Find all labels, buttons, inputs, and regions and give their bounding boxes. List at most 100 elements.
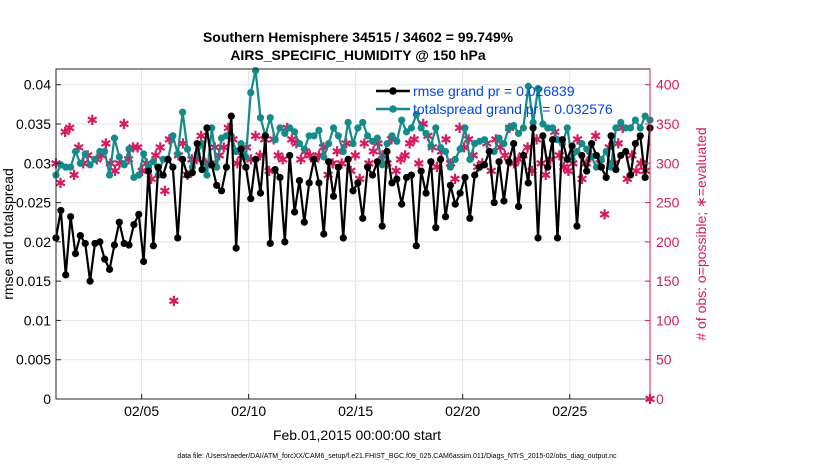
totalspread-point (300, 145, 308, 153)
rmse-point (315, 179, 323, 187)
rmse-point (76, 231, 84, 240)
obs-evaluated-point: ✱ (563, 163, 575, 179)
totalspread-point (334, 132, 342, 140)
totalspread-point (329, 124, 338, 132)
obs-evaluated-point: ✱ (494, 140, 506, 156)
obs-evaluated-point: ✱ (73, 140, 85, 156)
obs-evaluated-point: ✱ (395, 151, 407, 167)
rmse-point (617, 151, 625, 160)
obs-evaluated-point: ✱ (127, 140, 139, 156)
rmse-point (378, 222, 386, 230)
totalspread-point (466, 155, 474, 163)
rmse-point (334, 163, 342, 171)
rmse-point (159, 171, 167, 179)
rmse-point (164, 155, 172, 163)
obs-evaluated-point: ✱ (572, 132, 584, 148)
totalspread-point (451, 155, 459, 163)
obs-evaluated-point: ✱ (358, 136, 370, 152)
rmse-point (86, 277, 94, 285)
x-tick-label: 02/20 (445, 403, 480, 419)
rmse-point (252, 155, 260, 163)
totalspread-point (344, 118, 352, 127)
totalspread-point (110, 134, 119, 142)
rmse-point (636, 132, 644, 140)
rmse-point (354, 179, 362, 187)
totalspread-point (135, 171, 143, 179)
totalspread-point (203, 171, 211, 179)
rmse-point (393, 175, 401, 183)
rmse-point (539, 132, 547, 140)
obs-evaluated-point: ✱ (254, 147, 266, 163)
footer-datafile: data file: /Users/raeder/DAI/ATM_forcXX/… (177, 453, 617, 460)
totalspread-point (549, 124, 557, 132)
totalspread-point (636, 124, 644, 132)
obs-evaluated-point: ✱ (277, 151, 289, 167)
rmse-point (412, 242, 420, 250)
totalspread-point (364, 132, 372, 140)
rmse-point (500, 197, 508, 205)
totalspread-point (286, 124, 294, 132)
totalspread-point (461, 124, 469, 132)
obs-evaluated-point: ✱ (186, 151, 198, 167)
obs-evaluated-point: ✱ (508, 155, 520, 171)
rmse-point (495, 158, 503, 166)
obs-evaluated-point: ✱ (95, 147, 107, 163)
rmse-point (295, 176, 304, 185)
rmse-point (578, 151, 586, 160)
obs-evaluated-point: ✱ (150, 147, 162, 163)
totalspread-point (398, 116, 406, 124)
rmse-point (222, 163, 231, 171)
obs-evaluated-point: ✱ (390, 163, 402, 179)
rmse-point (573, 222, 581, 230)
totalspread-point (578, 140, 586, 148)
obs-evaluated-point: ✱ (599, 206, 611, 222)
rmse-point (227, 112, 235, 120)
legend-rmse-label: rmse grand pr = 0.026839 (413, 83, 575, 99)
rmse-point (203, 124, 211, 132)
obs-evaluated-point: ✱ (531, 132, 543, 148)
left-tick-label: 0.025 (16, 195, 51, 211)
totalspread-point (125, 145, 133, 153)
left-tick-label: 0.02 (24, 234, 51, 250)
rmse-point (563, 155, 571, 163)
obs-evaluated-point: ✱ (526, 163, 538, 179)
legend-rmse-marker (389, 87, 397, 95)
obs-evaluated-point: ✱ (195, 128, 207, 144)
totalspread-point (76, 159, 84, 167)
obs-evaluated-point: ✱ (399, 147, 411, 163)
obs-evaluated-point: ✱ (608, 155, 620, 171)
rmse-point (466, 214, 474, 222)
rmse-point (407, 171, 416, 179)
rmse-point (213, 181, 221, 189)
rmse-point (602, 173, 610, 182)
obs-evaluated-point: ✱ (499, 147, 511, 163)
obs-evaluated-point: ✱ (417, 116, 429, 132)
totalspread-point (295, 140, 304, 148)
totalspread-point (617, 118, 625, 127)
totalspread-point (81, 150, 89, 158)
totalspread-point (237, 140, 245, 148)
rmse-point (388, 179, 396, 187)
obs-evaluated-point: ✱ (436, 144, 448, 160)
obs-evaluated-point: ✱ (635, 155, 647, 171)
rmse-point (485, 147, 493, 156)
obs-evaluated-point: ✱ (263, 163, 275, 179)
totalspread-point (174, 150, 182, 158)
rmse-point (193, 140, 201, 148)
totalspread-point (510, 121, 518, 130)
right-tick-label: 200 (656, 234, 680, 250)
rmse-point (339, 234, 347, 242)
rmse-point (115, 218, 123, 226)
totalspread-point (427, 142, 435, 150)
rmse-point (427, 158, 435, 166)
obs-evaluated-point: ✱ (631, 163, 643, 179)
rmse-point (529, 124, 537, 132)
obs-evaluated-point: ✱ (318, 140, 330, 156)
rmse-point (208, 161, 216, 169)
rmse-point (441, 213, 450, 221)
rmse-point (612, 165, 620, 174)
totalspread-point (583, 145, 591, 153)
totalspread-point (281, 129, 289, 138)
rmse-point (256, 189, 265, 197)
